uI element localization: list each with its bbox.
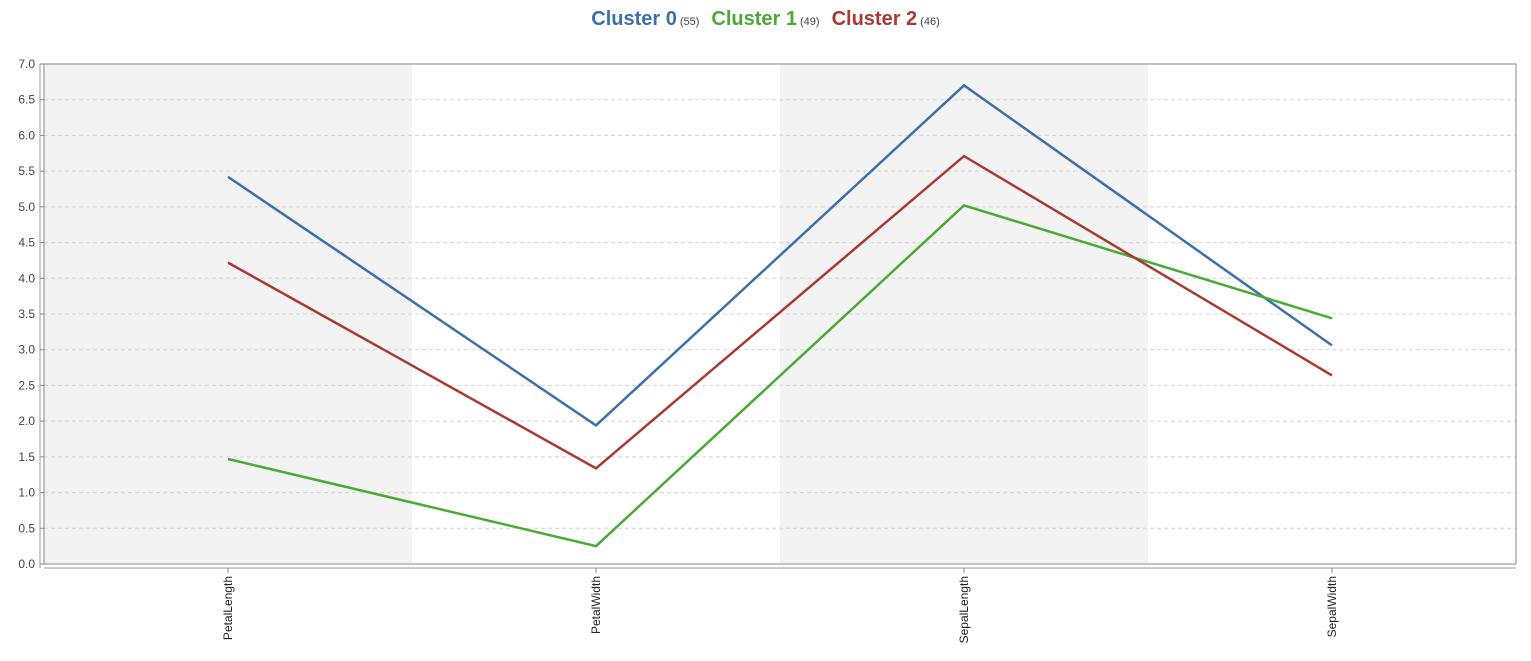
series-line-cluster-0: [227, 83, 1333, 427]
legend-count: (46): [920, 16, 940, 28]
chart-legend: Cluster 0 (55) Cluster 1 (49) Cluster 2 (46): [0, 8, 1531, 31]
y-tick-label: 6.0: [18, 128, 35, 142]
y-tick-label: 4.0: [18, 271, 35, 285]
y-tick-label: 7.0: [18, 57, 35, 71]
y-tick-label: 1.0: [18, 486, 35, 500]
series-line-cluster-1: [227, 203, 1333, 548]
y-tick-label: 2.0: [18, 414, 35, 428]
legend-item-cluster-0[interactable]: Cluster 0 (55): [591, 8, 699, 31]
y-tick-label: 3.0: [18, 343, 35, 357]
legend-item-cluster-2[interactable]: Cluster 2 (46): [832, 8, 940, 31]
y-tick-label: 5.0: [18, 200, 35, 214]
y-tick-label: 5.5: [18, 164, 35, 178]
plot-border: [43, 63, 1517, 565]
y-tick-label: 1.5: [18, 450, 35, 464]
x-tick-label-petallength: PetalLength: [221, 576, 235, 640]
y-tick-label: 4.5: [18, 236, 35, 250]
legend-count: (55): [679, 16, 700, 28]
y-tick-label: 0.5: [18, 521, 35, 535]
legend-count: (49): [800, 16, 820, 28]
legend-label: Cluster 2: [831, 8, 918, 30]
x-tick-label-petalwidth: PetalWidth: [589, 576, 603, 634]
legend-label: Cluster 1: [711, 8, 798, 30]
y-tick-label: 3.5: [18, 307, 35, 321]
series-line-cluster-2: [227, 154, 1333, 470]
y-tick-label: 2.5: [18, 378, 35, 392]
y-tick-label: 6.5: [18, 93, 35, 107]
legend-label: Cluster 0: [591, 8, 677, 30]
x-tick-label-sepallength: SepalLength: [957, 576, 971, 643]
x-tick-label-sepalwidth: SepalWidth: [1325, 576, 1339, 637]
legend-item-cluster-1[interactable]: Cluster 1 (49): [711, 8, 819, 31]
y-tick-label: 0.0: [18, 557, 35, 571]
